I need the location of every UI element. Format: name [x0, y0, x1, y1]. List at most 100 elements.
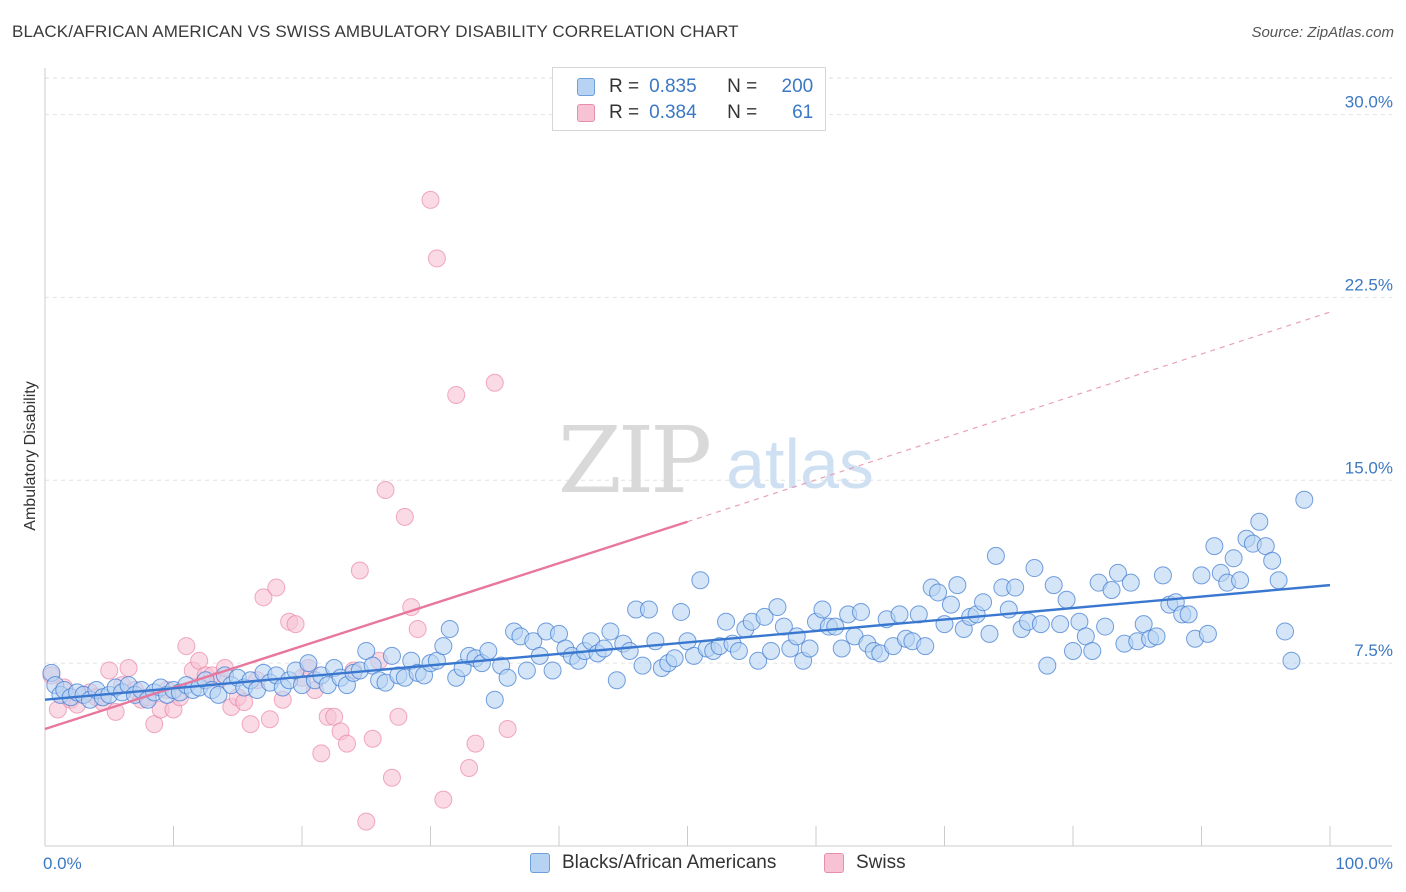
correlation-legend: R = 0.835 N = 200 R = 0.384 N = 61: [552, 67, 826, 131]
legend-r-label: R =: [609, 102, 640, 123]
data-point-blacks: [1025, 559, 1044, 578]
y-tick-label: 7.5%: [1354, 641, 1393, 660]
x-tick-label: 0.0%: [43, 854, 82, 873]
data-point-swiss: [434, 790, 453, 809]
y-tick-label: 15.0%: [1345, 458, 1393, 477]
data-point-swiss: [241, 715, 260, 734]
data-point-blacks: [1102, 581, 1121, 599]
data-point-swiss: [260, 710, 279, 729]
data-point-blacks: [1147, 627, 1166, 646]
watermark-zip: ZIP: [558, 407, 709, 514]
data-point-blacks: [1038, 656, 1057, 675]
data-point-swiss: [267, 578, 286, 597]
y-axis-label: Ambulatory Disability: [22, 381, 39, 530]
data-point-blacks: [479, 641, 498, 660]
data-point-blacks: [639, 600, 658, 619]
data-point-blacks: [948, 576, 967, 595]
bottom-legend-swiss: Swiss: [824, 852, 906, 874]
data-point-blacks: [209, 685, 228, 704]
data-point-swiss: [466, 734, 485, 753]
data-point-swiss: [177, 637, 196, 656]
data-point-blacks: [1295, 490, 1314, 509]
data-point-swiss: [100, 661, 119, 680]
data-point-swiss: [485, 373, 504, 392]
data-point-swiss: [286, 615, 305, 634]
data-point-blacks: [916, 637, 935, 656]
data-point-blacks: [1083, 641, 1102, 660]
data-point-blacks: [749, 651, 768, 670]
data-point-swiss: [408, 620, 427, 639]
data-point-blacks: [601, 622, 620, 641]
legend-r-value: 0.384: [649, 102, 697, 123]
data-point-blacks: [665, 649, 684, 668]
data-point-blacks: [620, 641, 639, 660]
trend-line-swiss: [44, 520, 688, 731]
legend-n-label: N =: [727, 102, 758, 123]
data-point-blacks: [1205, 537, 1224, 556]
data-point-blacks: [1057, 590, 1076, 609]
watermark-atlas: atlas: [726, 425, 874, 503]
legend-row-swiss: R = 0.384 N = 61: [577, 101, 813, 125]
data-point-blacks: [890, 605, 909, 624]
bottom-legend-swatch-pink: [824, 853, 844, 873]
data-point-blacks: [1282, 651, 1301, 670]
data-point-swiss: [427, 249, 446, 268]
legend-r-label: R =: [609, 76, 640, 97]
legend-r-value: 0.835: [649, 76, 697, 97]
y-tick-label: 30.0%: [1345, 93, 1393, 112]
data-point-blacks: [382, 646, 401, 665]
x-tick-label: 100.0%: [1335, 854, 1393, 873]
data-point-blacks: [1031, 615, 1050, 634]
bottom-legend-blacks: Blacks/African Americans: [530, 852, 776, 874]
data-point-blacks: [1108, 563, 1127, 582]
data-point-blacks: [762, 641, 781, 660]
data-point-blacks: [1224, 549, 1243, 568]
data-point-blacks: [1179, 605, 1198, 624]
data-point-blacks: [646, 632, 665, 651]
data-point-blacks: [1192, 566, 1211, 585]
y-tick-label: 22.5%: [1345, 275, 1393, 294]
data-point-blacks: [729, 641, 748, 660]
data-point-blacks: [941, 595, 960, 614]
data-point-swiss: [447, 385, 466, 404]
data-point-blacks: [1051, 615, 1070, 634]
chart-title: BLACK/AFRICAN AMERICAN VS SWISS AMBULATO…: [12, 22, 739, 41]
data-point-swiss: [421, 190, 440, 209]
data-point-blacks: [1269, 571, 1288, 590]
data-point-blacks: [813, 600, 832, 619]
data-point-blacks: [1198, 624, 1217, 643]
data-point-blacks: [1096, 617, 1115, 636]
legend-n-value: 61: [792, 102, 814, 123]
data-point-blacks: [1276, 622, 1295, 641]
data-point-blacks: [974, 593, 993, 612]
data-point-blacks: [768, 598, 787, 617]
data-point-blacks: [543, 661, 562, 680]
trend-line-swiss-extension: [687, 311, 1331, 523]
data-point-swiss: [498, 719, 517, 738]
legend-swatch-blue: [577, 78, 595, 96]
data-point-swiss: [363, 729, 382, 748]
data-point-swiss: [350, 561, 369, 580]
data-point-blacks: [851, 602, 870, 621]
data-point-blacks: [434, 637, 453, 656]
data-point-blacks: [929, 583, 948, 602]
data-point-swiss: [312, 744, 331, 763]
source-label: Source: ZipAtlas.com: [1251, 24, 1394, 41]
bottom-legend-label: Blacks/African Americans: [562, 852, 777, 873]
data-point-swiss: [376, 481, 395, 500]
data-point-blacks: [755, 607, 774, 626]
data-point-blacks: [299, 654, 318, 673]
data-point-blacks: [1250, 512, 1269, 531]
data-point-blacks: [800, 639, 819, 658]
data-point-blacks: [787, 627, 806, 646]
bottom-legend-swatch-blue: [530, 853, 550, 873]
data-point-blacks: [1263, 551, 1282, 570]
trend-line-blacks: [44, 583, 1331, 701]
legend-row-blacks: R = 0.835 N = 200: [577, 75, 813, 99]
data-point-blacks: [517, 661, 536, 680]
data-point-blacks: [980, 624, 999, 643]
data-point-blacks: [672, 602, 691, 621]
data-point-blacks: [498, 668, 517, 687]
data-point-swiss: [389, 707, 408, 726]
